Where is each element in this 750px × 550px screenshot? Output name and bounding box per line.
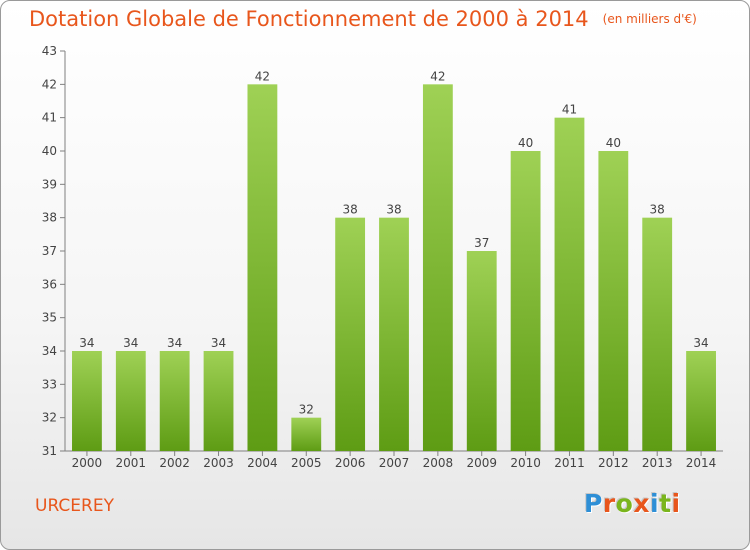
x-tick-label: 2012 xyxy=(598,456,629,470)
y-tick-label: 43 xyxy=(42,44,57,58)
y-tick-label: 37 xyxy=(42,244,57,258)
bar xyxy=(291,417,322,451)
bar-value-label: 34 xyxy=(123,336,138,350)
bar xyxy=(510,151,541,451)
bar xyxy=(115,351,146,451)
bar-value-label: 34 xyxy=(79,336,94,350)
bar-value-label: 34 xyxy=(211,336,226,350)
x-tick-label: 2003 xyxy=(203,456,234,470)
bar xyxy=(422,84,453,451)
logo-letter: P xyxy=(584,489,603,518)
bar xyxy=(72,351,102,451)
y-tick-label: 38 xyxy=(42,211,57,225)
x-tick-label: 2014 xyxy=(686,456,717,470)
bar-value-label: 40 xyxy=(606,136,621,150)
bar-value-label: 42 xyxy=(255,69,270,83)
bar-value-label: 38 xyxy=(386,203,401,217)
y-tick-label: 35 xyxy=(42,311,57,325)
bar-value-label: 32 xyxy=(299,403,314,417)
bar-value-label: 42 xyxy=(430,69,445,83)
y-tick-label: 42 xyxy=(42,77,57,91)
y-tick-label: 34 xyxy=(42,344,57,358)
bar-value-label: 34 xyxy=(693,336,708,350)
bar xyxy=(642,217,673,451)
bar-value-label: 38 xyxy=(650,203,665,217)
logo-letter: r xyxy=(602,489,616,518)
y-tick-label: 32 xyxy=(42,411,57,425)
y-tick-label: 41 xyxy=(42,111,57,125)
bar xyxy=(379,217,409,451)
y-tick-label: 31 xyxy=(42,444,57,458)
bar xyxy=(554,117,585,452)
chart-unit: (en milliers d'€) xyxy=(602,12,697,26)
x-tick-label: 2004 xyxy=(247,456,278,470)
x-tick-label: 2002 xyxy=(159,456,190,470)
x-tick-label: 2013 xyxy=(642,456,673,470)
y-tick-label: 36 xyxy=(42,277,57,291)
bar-value-label: 41 xyxy=(562,103,577,117)
chart-title-text: Dotation Globale de Fonctionnement de 20… xyxy=(29,7,589,31)
x-tick-label: 2010 xyxy=(510,456,541,470)
bar xyxy=(335,217,366,451)
x-tick-label: 2005 xyxy=(291,456,322,470)
x-tick-label: 2007 xyxy=(379,456,410,470)
logo-letter: t xyxy=(659,489,672,518)
bar-value-label: 34 xyxy=(167,336,182,350)
y-tick-label: 40 xyxy=(42,144,57,158)
x-tick-label: 2008 xyxy=(423,456,454,470)
bar xyxy=(466,251,497,451)
y-tick-label: 33 xyxy=(42,377,57,391)
bar xyxy=(686,351,716,451)
chart-title: Dotation Globale de Fonctionnement de 20… xyxy=(29,7,697,31)
bar-value-label: 40 xyxy=(518,136,533,150)
bar xyxy=(247,84,278,451)
x-tick-label: 2000 xyxy=(72,456,103,470)
logo-letter: x xyxy=(633,489,650,518)
bar xyxy=(203,351,234,451)
x-tick-label: 2006 xyxy=(335,456,366,470)
commune-name: URCEREY xyxy=(35,496,114,516)
bar-value-label: 38 xyxy=(342,203,357,217)
bar xyxy=(159,351,190,451)
bar xyxy=(598,151,629,451)
x-tick-label: 2009 xyxy=(466,456,497,470)
logo-letter: i xyxy=(671,489,681,518)
y-tick-label: 39 xyxy=(42,177,57,191)
x-tick-label: 2001 xyxy=(116,456,147,470)
proxiti-logo: Proxiti xyxy=(584,489,681,518)
logo-letter: i xyxy=(650,489,660,518)
bar-value-label: 37 xyxy=(474,236,489,250)
logo-letter: o xyxy=(615,489,634,518)
x-tick-label: 2011 xyxy=(554,456,585,470)
